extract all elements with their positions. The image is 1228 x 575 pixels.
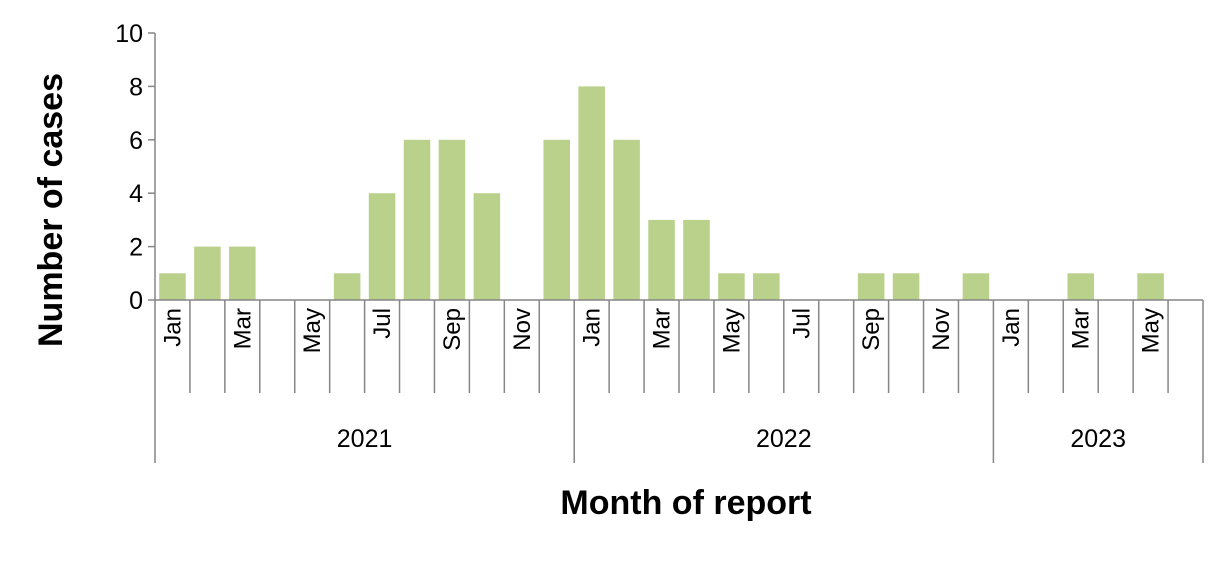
x-tick-label: Jan <box>579 308 606 347</box>
x-tick-label: May <box>1138 308 1165 353</box>
bar-2 <box>229 246 256 300</box>
x-axis-title: Month of report <box>560 484 811 522</box>
x-tick-label: Mar <box>1068 308 1095 349</box>
bar-21 <box>892 273 920 300</box>
bar-12 <box>578 86 605 301</box>
y-tick-label: 8 <box>129 73 143 101</box>
bar-23 <box>962 273 990 300</box>
x-tick-label: May <box>718 308 745 353</box>
y-axis-title: Number of cases <box>32 73 70 347</box>
x-tick-label: Sep <box>858 308 885 351</box>
bar-11 <box>543 139 571 300</box>
bar-7 <box>403 139 431 300</box>
x-tick-label: Jan <box>998 308 1025 347</box>
bar-14 <box>648 219 675 300</box>
year-label-2022: 2022 <box>756 425 812 453</box>
x-tick-label: Jul <box>369 308 396 339</box>
axes-group <box>154 33 1203 301</box>
bar-1 <box>194 246 221 300</box>
year-label-2021: 2021 <box>337 425 393 453</box>
bar-9 <box>473 193 501 300</box>
bar-15 <box>683 219 710 300</box>
bar-17 <box>753 273 780 300</box>
y-tick-label: 2 <box>129 234 143 262</box>
x-tick-label: Jul <box>788 308 815 339</box>
x-tick-label: Sep <box>439 308 466 351</box>
bar-0 <box>159 273 186 300</box>
y-tick-label: 0 <box>129 287 143 315</box>
y-tick-label: 10 <box>115 20 143 48</box>
y-tick-label: 4 <box>129 180 143 208</box>
x-tick-label: May <box>299 308 326 353</box>
x-ticks-group: Jan Mar May Jul Sep Nov Jan Mar May Jul Sep Nov Jan M… <box>154 300 1204 393</box>
bar-26 <box>1067 273 1095 300</box>
bar-28 <box>1137 273 1164 300</box>
year-label-2023: 2023 <box>1070 425 1126 453</box>
x-tick-label: Nov <box>509 308 536 351</box>
y-tick-label: 6 <box>129 127 143 155</box>
bar-20 <box>857 273 885 300</box>
y-ticks-group: 0 2 4 6 8 10 <box>115 20 155 315</box>
bars-group <box>159 86 1164 301</box>
bar-8 <box>438 139 466 300</box>
x-tick-label: Nov <box>928 308 955 351</box>
bar-16 <box>718 273 745 300</box>
x-tick-label: Mar <box>649 308 676 349</box>
x-tick-label: Mar <box>229 308 256 349</box>
year-labels-group: 2021 2022 2023 <box>154 393 1204 463</box>
x-tick-label: Jan <box>160 308 187 347</box>
bar-6 <box>368 193 396 300</box>
bar-13 <box>613 139 640 300</box>
bar-5 <box>333 273 361 300</box>
